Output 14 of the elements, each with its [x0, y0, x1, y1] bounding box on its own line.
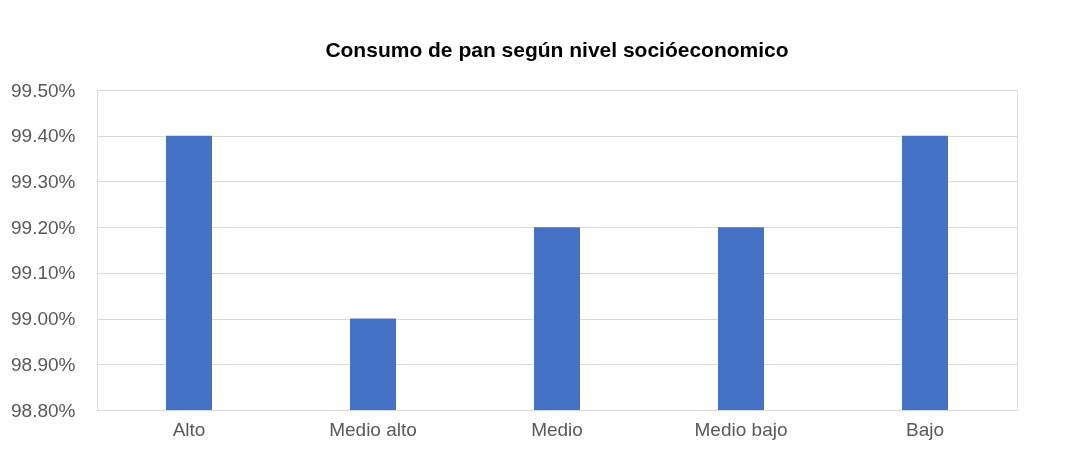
y-tick-label: 98.80% [11, 399, 76, 421]
x-tick-label: Alto [172, 418, 206, 440]
y-tick-label: 98.90% [11, 353, 76, 375]
x-tick-label: Medio [531, 418, 583, 440]
y-tick-label: 99.00% [11, 308, 76, 330]
y-tick-label: 99.10% [11, 262, 76, 284]
x-tick-label: Bajo [905, 418, 945, 440]
x-tick-label: Medio alto [329, 418, 417, 440]
y-tick-label: 99.50% [11, 79, 76, 101]
chart-title: Consumo de pan según nivel socióeconomico [325, 38, 789, 61]
y-tick-label: 99.30% [11, 170, 76, 192]
y-tick-label: 99.20% [11, 216, 76, 238]
x-tick-label: Medio bajo [694, 418, 788, 440]
y-tick-label: 99.40% [11, 125, 76, 147]
